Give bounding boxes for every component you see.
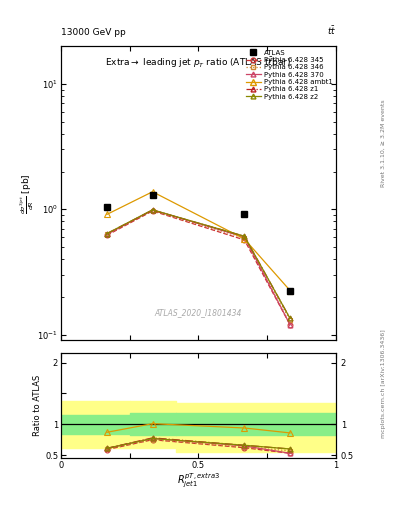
Text: Extra$\rightarrow$ leading jet $p_T$ ratio (ATLAS t$\bar{t}$bar): Extra$\rightarrow$ leading jet $p_T$ rat… <box>105 55 292 70</box>
Text: Rivet 3.1.10, ≥ 3.2M events: Rivet 3.1.10, ≥ 3.2M events <box>381 99 386 187</box>
Y-axis label: $\frac{d\sigma^{3jet}}{dR}$ [pb]: $\frac{d\sigma^{3jet}}{dR}$ [pb] <box>18 173 36 214</box>
Text: 13000 GeV pp: 13000 GeV pp <box>61 28 126 37</box>
X-axis label: $R_{jet1}^{pT,extra3}$: $R_{jet1}^{pT,extra3}$ <box>177 472 220 490</box>
Legend: ATLAS, Pythia 6.428 345, Pythia 6.428 346, Pythia 6.428 370, Pythia 6.428 ambt1,: ATLAS, Pythia 6.428 345, Pythia 6.428 34… <box>244 48 334 101</box>
Text: $t\bar{t}$: $t\bar{t}$ <box>327 24 336 37</box>
Text: mcplots.cern.ch [arXiv:1306.3436]: mcplots.cern.ch [arXiv:1306.3436] <box>381 330 386 438</box>
Y-axis label: Ratio to ATLAS: Ratio to ATLAS <box>33 375 42 436</box>
Text: ATLAS_2020_I1801434: ATLAS_2020_I1801434 <box>155 308 242 317</box>
